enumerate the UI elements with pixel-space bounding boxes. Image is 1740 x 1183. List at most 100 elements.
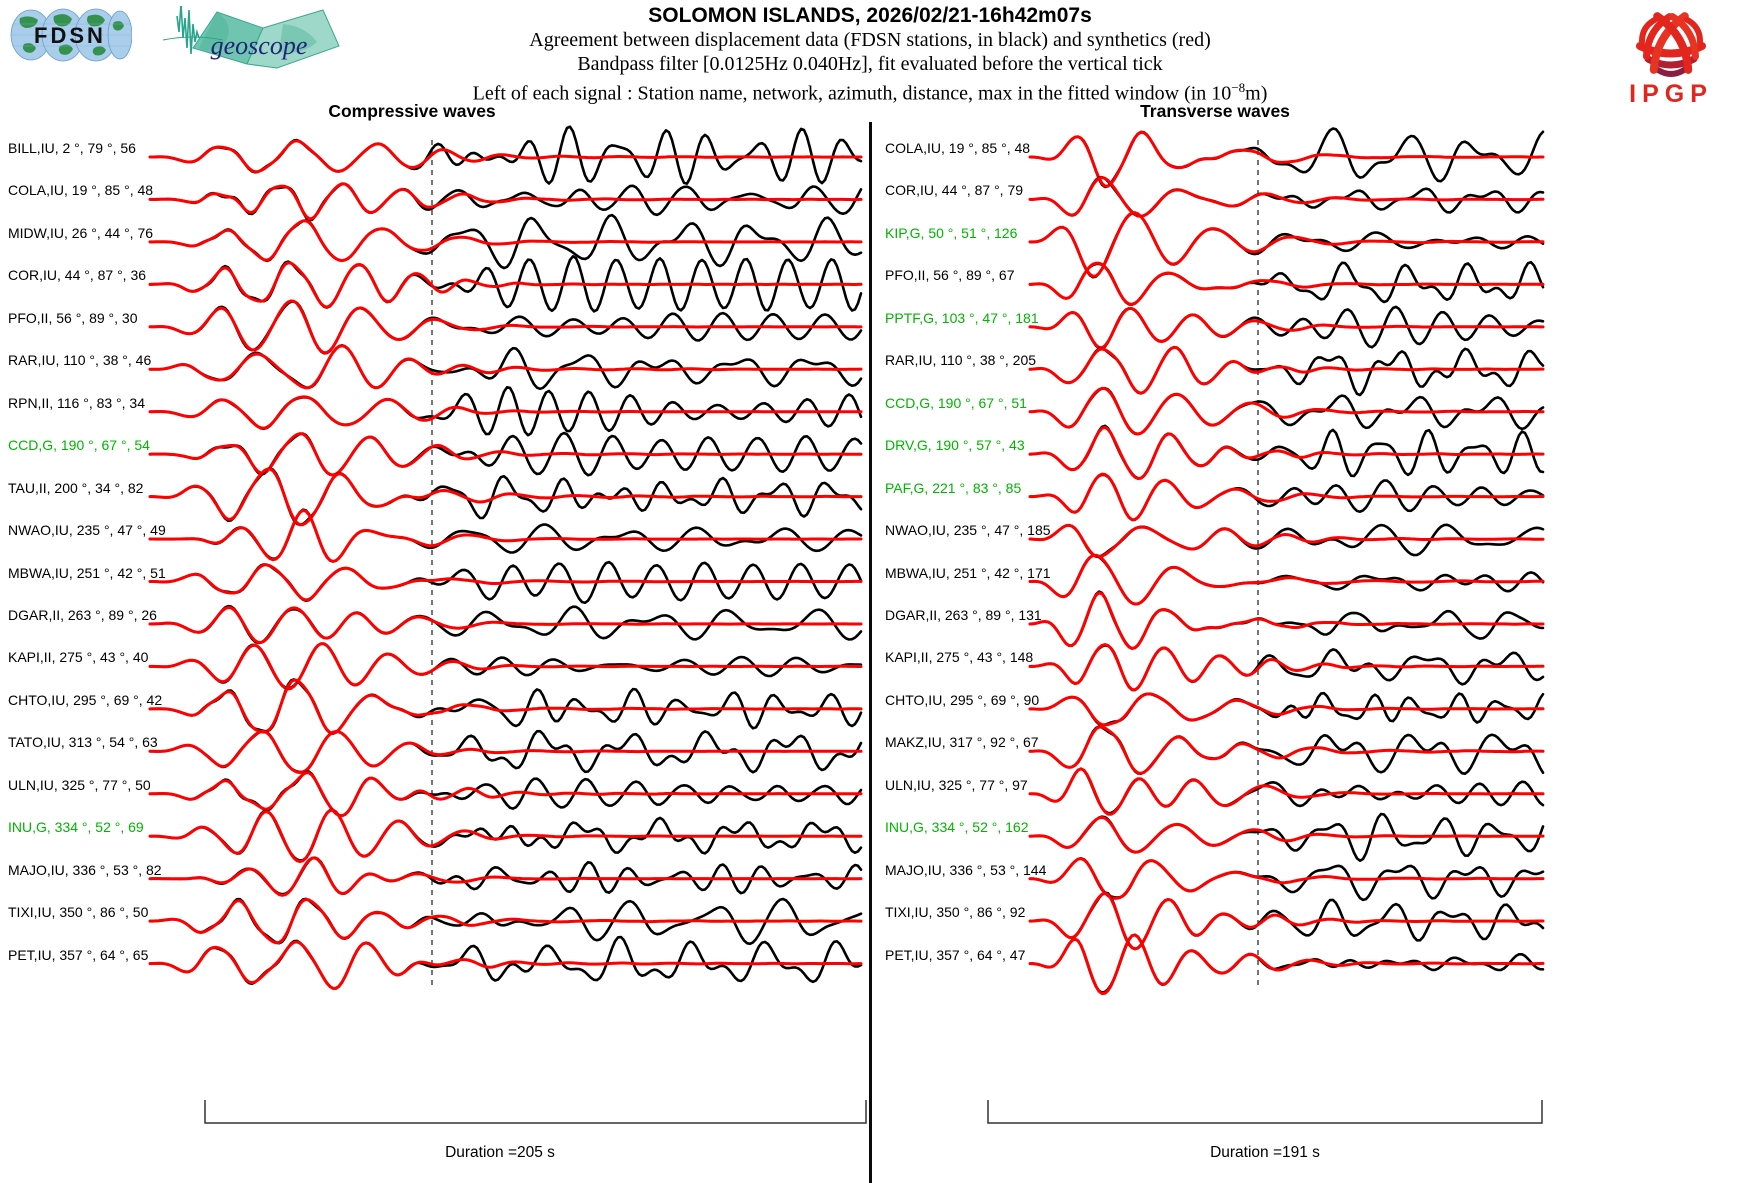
fdsn-logo-text: FDSN bbox=[34, 23, 106, 48]
station-label: CCD,G, 190 °, 67 °, 54 bbox=[8, 437, 150, 454]
station-label: NWAO,IU, 235 °, 47 °, 49 bbox=[8, 522, 166, 539]
synthetic-trace bbox=[148, 606, 863, 644]
station-label: MAJO,IU, 336 °, 53 °, 144 bbox=[885, 861, 1047, 878]
data-trace bbox=[148, 678, 863, 736]
station-label: NWAO,IU, 235 °, 47 °, 185 bbox=[885, 522, 1051, 539]
fdsn-logo: FDSN bbox=[8, 6, 133, 69]
synthetic-trace bbox=[148, 771, 863, 818]
station-label: TIXI,IU, 350 °, 86 °, 92 bbox=[885, 904, 1026, 921]
synthetic-trace bbox=[1028, 176, 1545, 218]
station-label: CHTO,IU, 295 °, 69 °, 90 bbox=[885, 691, 1040, 708]
panel-title-compressive: Compressive waves bbox=[328, 101, 496, 121]
synthetic-trace bbox=[1028, 891, 1545, 951]
station-label: PET,IU, 357 °, 64 °, 47 bbox=[885, 946, 1026, 963]
geoscope-logo-graphic: geoscope bbox=[162, 3, 340, 69]
synthetic-trace bbox=[148, 139, 863, 174]
synthetic-trace bbox=[1028, 725, 1545, 775]
synthetic-trace bbox=[1028, 130, 1545, 188]
synthetic-trace bbox=[1028, 386, 1545, 436]
synthetic-trace bbox=[148, 856, 863, 897]
synthetic-trace bbox=[1028, 692, 1545, 727]
ipgp-logo-text: IPGP bbox=[1629, 80, 1713, 108]
station-label: PPTF,G, 103 °, 47 °, 181 bbox=[885, 309, 1039, 326]
station-label: PAF,G, 221 °, 83 °, 85 bbox=[885, 479, 1022, 496]
station-label: MIDW,IU, 26 °, 44 °, 76 bbox=[8, 224, 154, 241]
duration-bracket bbox=[204, 1100, 867, 1124]
synthetic-trace bbox=[1028, 261, 1545, 306]
station-label: BILL,IU, 2 °, 79 °, 56 bbox=[8, 140, 136, 156]
station-label: COR,IU, 44 °, 87 °, 79 bbox=[885, 182, 1024, 199]
ipgp-logo: IPGP bbox=[1608, 2, 1734, 113]
station-label: RAR,IU, 110 °, 38 °, 205 bbox=[885, 352, 1037, 369]
figure-header: SOLOMON ISLANDS, 2026/02/21-16h42m07s Ag… bbox=[0, 4, 1740, 106]
station-label: PFO,II, 56 °, 89 °, 67 bbox=[885, 267, 1015, 284]
data-trace bbox=[148, 856, 863, 896]
synthetic-trace bbox=[148, 729, 863, 774]
duration-bracket bbox=[987, 1100, 1543, 1124]
center-divider bbox=[869, 122, 872, 1183]
synthetic-trace bbox=[148, 344, 863, 390]
panel-title-transverse: Transverse waves bbox=[1140, 101, 1290, 121]
station-label: PET,IU, 357 °, 64 °, 65 bbox=[8, 946, 149, 963]
synthetic-trace bbox=[148, 219, 863, 263]
synthetic-trace bbox=[148, 261, 863, 309]
station-label: DRV,G, 190 °, 57 °, 43 bbox=[885, 437, 1025, 454]
synthetic-trace bbox=[1028, 211, 1545, 278]
synthetic-trace bbox=[1028, 591, 1545, 650]
station-label: INU,G, 334 °, 52 °, 69 bbox=[8, 819, 144, 836]
station-label: RPN,II, 116 °, 83 °, 34 bbox=[8, 394, 146, 411]
data-trace bbox=[148, 508, 863, 563]
synthetic-trace bbox=[148, 182, 863, 221]
synthetic-trace bbox=[148, 508, 863, 563]
station-label: KAPI,II, 275 °, 43 °, 40 bbox=[8, 649, 149, 666]
station-label: ULN,IU, 325 °, 77 °, 50 bbox=[8, 776, 151, 793]
station-label: MAJO,IU, 336 °, 53 °, 82 bbox=[8, 861, 162, 878]
station-label: COLA,IU, 19 °, 85 °, 48 bbox=[885, 140, 1031, 156]
station-label: MAKZ,IU, 317 °, 92 °, 67 bbox=[885, 734, 1039, 751]
synthetic-trace bbox=[148, 940, 863, 990]
station-label: TAU,II, 200 °, 34 °, 82 bbox=[8, 479, 144, 496]
synthetic-trace bbox=[1028, 345, 1545, 395]
figure-subtitle-2: Bandpass filter [0.0125Hz 0.040Hz], fit … bbox=[577, 53, 1163, 75]
synthetic-trace bbox=[148, 563, 863, 602]
station-label: COLA,IU, 19 °, 85 °, 48 bbox=[8, 182, 154, 199]
synthetic-trace bbox=[1028, 472, 1545, 522]
station-label: CCD,G, 190 °, 67 °, 51 bbox=[885, 394, 1027, 411]
station-label: CHTO,IU, 295 °, 69 °, 42 bbox=[8, 691, 163, 708]
synthetic-trace bbox=[1028, 767, 1545, 816]
station-label: MBWA,IU, 251 °, 42 °, 171 bbox=[885, 564, 1051, 581]
station-label: INU,G, 334 °, 52 °, 162 bbox=[885, 819, 1029, 836]
station-label: PFO,II, 56 °, 89 °, 30 bbox=[8, 309, 138, 326]
duration-label-left: Duration =205 s bbox=[445, 1144, 555, 1161]
synthetic-trace bbox=[148, 678, 863, 735]
figure-subtitle-1: Agreement between displacement data (FDS… bbox=[529, 29, 1211, 51]
station-label: KAPI,II, 275 °, 43 °, 148 bbox=[885, 649, 1034, 666]
station-label: TIXI,IU, 350 °, 86 °, 50 bbox=[8, 904, 149, 921]
station-label: KIP,G, 50 °, 51 °, 126 bbox=[885, 224, 1018, 241]
station-label: TATO,IU, 313 °, 54 °, 63 bbox=[8, 734, 158, 751]
synthetic-trace bbox=[1028, 523, 1545, 559]
geoscope-logo-text: geoscope bbox=[211, 31, 308, 60]
station-label: ULN,IU, 325 °, 77 °, 97 bbox=[885, 776, 1028, 793]
data-trace bbox=[148, 343, 863, 391]
data-trace bbox=[1028, 175, 1545, 218]
synthetic-trace bbox=[1028, 857, 1545, 900]
synthetic-trace bbox=[1028, 643, 1545, 692]
synthetic-trace bbox=[1028, 553, 1545, 606]
station-label: DGAR,II, 263 °, 89 °, 131 bbox=[885, 606, 1042, 623]
seismogram-squiggle-icon bbox=[176, 3, 200, 55]
station-label: COR,IU, 44 °, 87 °, 36 bbox=[8, 267, 147, 284]
synthetic-trace bbox=[148, 467, 863, 527]
synthetic-trace bbox=[148, 642, 863, 691]
synthetic-trace bbox=[148, 395, 863, 430]
synthetic-trace bbox=[1028, 933, 1545, 996]
synthetic-trace bbox=[1028, 307, 1545, 350]
synthetic-trace bbox=[148, 299, 863, 355]
data-trace bbox=[1028, 767, 1545, 815]
synthetic-trace bbox=[148, 897, 863, 945]
synthetic-trace bbox=[1028, 815, 1545, 854]
station-label: DGAR,II, 263 °, 89 °, 26 bbox=[8, 606, 157, 623]
synthetic-trace bbox=[148, 808, 863, 864]
